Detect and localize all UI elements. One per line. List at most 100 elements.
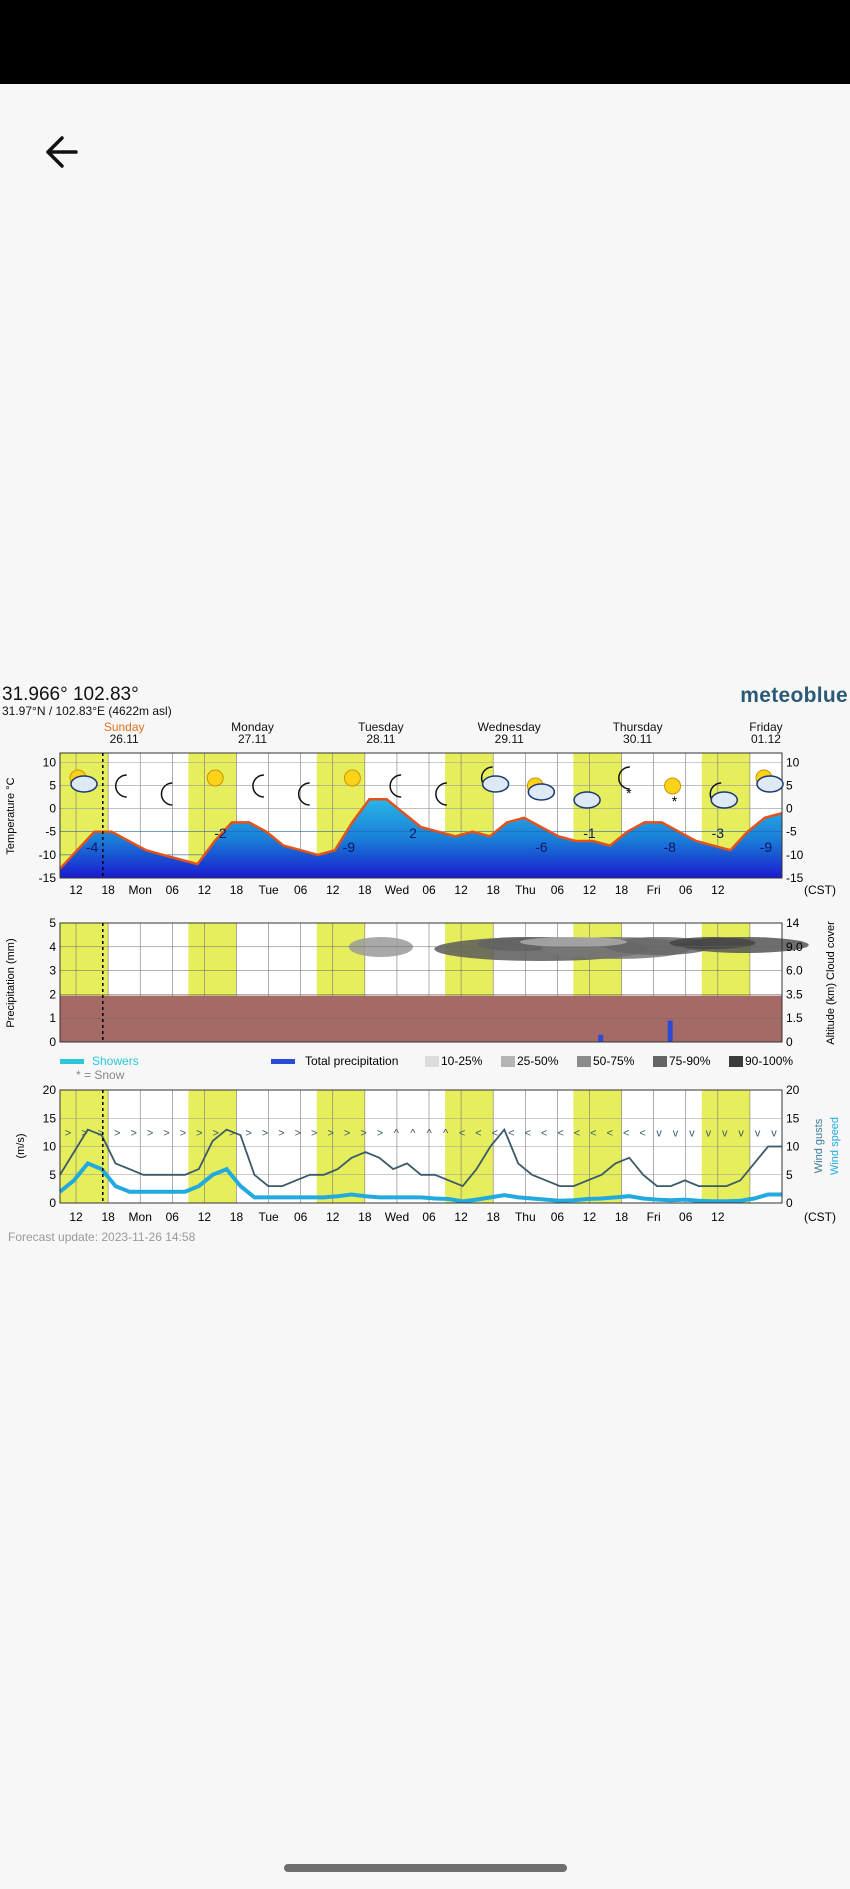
day-name: Thursday (613, 720, 663, 734)
wind-direction-arrow: v (755, 1127, 761, 1139)
wind-direction-arrow: > (114, 1127, 120, 1139)
wind-direction-arrow: < (492, 1127, 498, 1139)
time-tick: Wed (385, 1210, 409, 1224)
sun-icon (206, 769, 224, 787)
cloud-icon (710, 791, 739, 809)
time-tick: Wed (385, 883, 409, 897)
altitude-ytick: 9.0 (786, 940, 803, 954)
time-tick: 12 (198, 1210, 212, 1224)
time-tick: 12 (198, 883, 212, 897)
temperature-label: -2 (214, 825, 227, 841)
temperature-line (59, 798, 783, 870)
home-indicator[interactable] (284, 1864, 567, 1872)
wind-direction-arrow: > (262, 1127, 268, 1139)
temperature-ylabel: Temperature °C (5, 777, 17, 854)
showers-legend: Showers (92, 1054, 139, 1068)
cloud-cover-legend: 50-75% (593, 1054, 635, 1068)
snow-icon: * (626, 785, 632, 801)
cloud-cover-legend: 25-50% (517, 1054, 559, 1068)
cloud-cover-legend: 75-90% (669, 1054, 711, 1068)
time-tick: 12 (583, 883, 597, 897)
precipitation-ground (60, 995, 782, 1042)
wind-direction-arrow: < (525, 1127, 531, 1139)
altitude-ytick: 0 (786, 1035, 793, 1049)
temp-ytick-right: -10 (786, 848, 804, 862)
wind-direction-arrow: > (180, 1127, 186, 1139)
temperature-label: -3 (712, 825, 725, 841)
wind-ytick-right: 10 (786, 1140, 800, 1154)
temperature-label: -1 (583, 825, 596, 841)
wind-direction-arrow: < (574, 1127, 580, 1139)
wind-direction-arrow: < (623, 1127, 629, 1139)
precip-ytick: 0 (49, 1035, 56, 1049)
time-tick: 06 (679, 883, 693, 897)
wind-ylabel: (m/s) (15, 1133, 27, 1158)
wind-gusts-line (59, 1127, 782, 1188)
moon-icon (115, 774, 127, 798)
wind-ytick-right: 5 (786, 1168, 793, 1182)
time-tick: 06 (551, 1210, 565, 1224)
precip-ytick: 5 (49, 916, 56, 930)
back-button[interactable] (36, 124, 96, 180)
altitude-ytick: 1.5 (786, 1011, 803, 1025)
time-tick: 06 (166, 883, 180, 897)
wind-direction-arrow: v (689, 1127, 695, 1139)
time-tick: 12 (711, 883, 725, 897)
wind-direction-arrow: < (508, 1127, 514, 1139)
meteogram-title: 31.966° 102.83° (2, 684, 139, 705)
wind-direction-arrow: > (377, 1127, 383, 1139)
day-name: Monday (231, 720, 274, 734)
cloud-icon (573, 791, 601, 809)
wind-speed-label: Wind speed (829, 1117, 841, 1175)
time-tick: 06 (679, 1210, 693, 1224)
wind-direction-arrow: < (557, 1127, 563, 1139)
day-name: Sunday (104, 720, 145, 734)
time-tick: 18 (230, 883, 244, 897)
time-tick: 18 (358, 883, 372, 897)
time-tick: 12 (454, 1210, 468, 1224)
time-tick: 12 (69, 883, 83, 897)
wind-ytick: 0 (49, 1196, 56, 1210)
cloud-cover-area (669, 937, 756, 949)
wind-direction-arrow: ^ (410, 1127, 416, 1139)
sun-icon (343, 769, 361, 787)
wind-direction-arrow: > (245, 1127, 251, 1139)
arrow-left-icon (46, 136, 78, 168)
wind-direction-arrow: > (130, 1127, 136, 1139)
time-tick: Fri (647, 1210, 661, 1224)
cloud-icon (527, 783, 556, 801)
temperature-label: 2 (409, 825, 417, 841)
time-tick: Mon (129, 883, 152, 897)
temperature-area (60, 799, 782, 878)
showers-swatch (60, 1059, 84, 1064)
wind-direction-arrow: > (229, 1127, 235, 1139)
meteogram-subtitle: 31.97°N / 102.83°E (4622m asl) (2, 704, 172, 718)
wind-direction-arrow: > (81, 1127, 87, 1139)
temp-ytick: 0 (49, 802, 56, 816)
wind-direction-arrow: > (278, 1127, 284, 1139)
time-tick: 12 (711, 1210, 725, 1224)
wind-direction-arrow: ^ (427, 1127, 433, 1139)
temperature-label: -8 (663, 839, 676, 855)
wind-direction-arrow: < (459, 1127, 465, 1139)
wind-ytick: 15 (43, 1111, 57, 1125)
wind-direction-arrow: < (607, 1127, 613, 1139)
time-tick: 06 (294, 1210, 308, 1224)
time-tick: Fri (647, 883, 661, 897)
wind-direction-arrow: > (344, 1127, 350, 1139)
wind-ytick-right: 15 (786, 1111, 800, 1125)
cloud-cover-legend: 90-100% (745, 1054, 793, 1068)
moon-icon (618, 766, 630, 790)
altitude-ytick: 3.5 (786, 987, 803, 1001)
cloud-cover-area (519, 937, 627, 947)
wind-direction-arrow: > (311, 1127, 317, 1139)
time-tick: 06 (551, 883, 565, 897)
time-tick: Tue (258, 883, 279, 897)
wind-direction-arrow: > (196, 1127, 202, 1139)
precip-ytick: 1 (49, 1011, 56, 1025)
altitude-ylabel: Altitude (km) Cloud cover (825, 921, 837, 1045)
temp-ytick: 5 (49, 778, 56, 792)
time-tick: 12 (583, 1210, 597, 1224)
wind-direction-arrow: < (590, 1127, 596, 1139)
temperature-label: -9 (760, 839, 773, 855)
